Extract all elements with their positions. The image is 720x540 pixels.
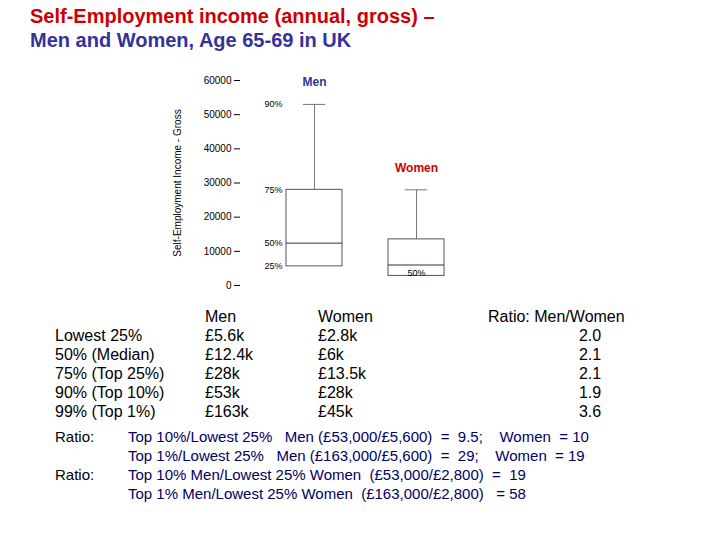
- svg-text:Men: Men: [303, 75, 327, 89]
- html-text:Top 10% Men/Lowest 25% Women (: Top 10% Men/Lowest 25% Women (£53,000/£2…: [128, 466, 526, 483]
- html-text:Ratio:: Ratio:: [55, 428, 95, 445]
- svg-text:30000: 30000: [204, 177, 232, 188]
- html-text:Ratio:: Ratio:: [55, 466, 95, 483]
- html-text:£2.8k: £2.8k: [318, 327, 358, 344]
- html-text:Ratio: Men/Women: Ratio: Men/Women: [488, 308, 625, 325]
- html-text:3.6: 3.6: [578, 403, 602, 420]
- html-text:99% (Top 1%): 99% (Top 1%): [55, 403, 156, 420]
- html-text:Self-Employment income (annual: Self-Employment income (annual, gross) –: [30, 5, 435, 27]
- svg-text:0: 0: [226, 280, 232, 291]
- html-text:1.9: 1.9: [578, 384, 602, 401]
- svg-text:50%: 50%: [264, 238, 282, 248]
- html-text:Women: Women: [318, 308, 373, 325]
- html-text:£5.6k: £5.6k: [205, 327, 245, 344]
- html-text:£13.5k: £13.5k: [318, 365, 366, 382]
- html-text:Lowest 25%: Lowest 25%: [55, 327, 143, 344]
- html-text:Men: Men: [205, 308, 237, 325]
- html-text:£163k: £163k: [205, 403, 249, 420]
- html-text:Top 1% Men/Lowest 25% Women (£: Top 1% Men/Lowest 25% Women (£163,000/£2…: [128, 485, 526, 502]
- html-text:£28k: £28k: [205, 365, 240, 382]
- html-text:2.1: 2.1: [578, 365, 602, 382]
- svg-text:Self-Employment Income - Gross: Self-Employment Income - Gross: [172, 109, 183, 256]
- html-text:75% (Top 25%): 75% (Top 25%): [55, 365, 165, 382]
- html-text:2.0: 2.0: [578, 327, 602, 344]
- html-text:50% (Median): 50% (Median): [55, 346, 155, 363]
- svg-text:25%: 25%: [264, 261, 282, 271]
- html-text:£53k: £53k: [205, 384, 240, 401]
- html-text:90% (Top 10%): 90% (Top 10%): [55, 384, 165, 401]
- svg-text:Women: Women: [395, 161, 438, 175]
- svg-text:90%: 90%: [264, 99, 282, 109]
- svg-text:20000: 20000: [204, 211, 232, 222]
- html-text:£45k: £45k: [318, 403, 353, 420]
- html-text:Top 1%/Lowest 25% Men (£163,00: Top 1%/Lowest 25% Men (£163,000/£5,600) …: [128, 447, 585, 464]
- html-text:2.1: 2.1: [578, 346, 602, 363]
- svg-text:40000: 40000: [204, 143, 232, 154]
- svg-text:75%: 75%: [264, 185, 282, 195]
- html-text:£28k: £28k: [318, 384, 353, 401]
- html-text:£12.4k: £12.4k: [205, 346, 253, 363]
- html-text:£6k: £6k: [318, 346, 344, 363]
- html-text:Top 10%/Lowest 25% Men (£53,00: Top 10%/Lowest 25% Men (£53,000/£5,600) …: [128, 428, 589, 445]
- svg-text:60000: 60000: [204, 75, 232, 86]
- svg-text:10000: 10000: [204, 246, 232, 257]
- svg-text:50000: 50000: [204, 109, 232, 120]
- html-text:Men and Women, Age 65-69 in UK: Men and Women, Age 65-69 in UK: [30, 29, 352, 51]
- svg-text:50%: 50%: [407, 268, 425, 278]
